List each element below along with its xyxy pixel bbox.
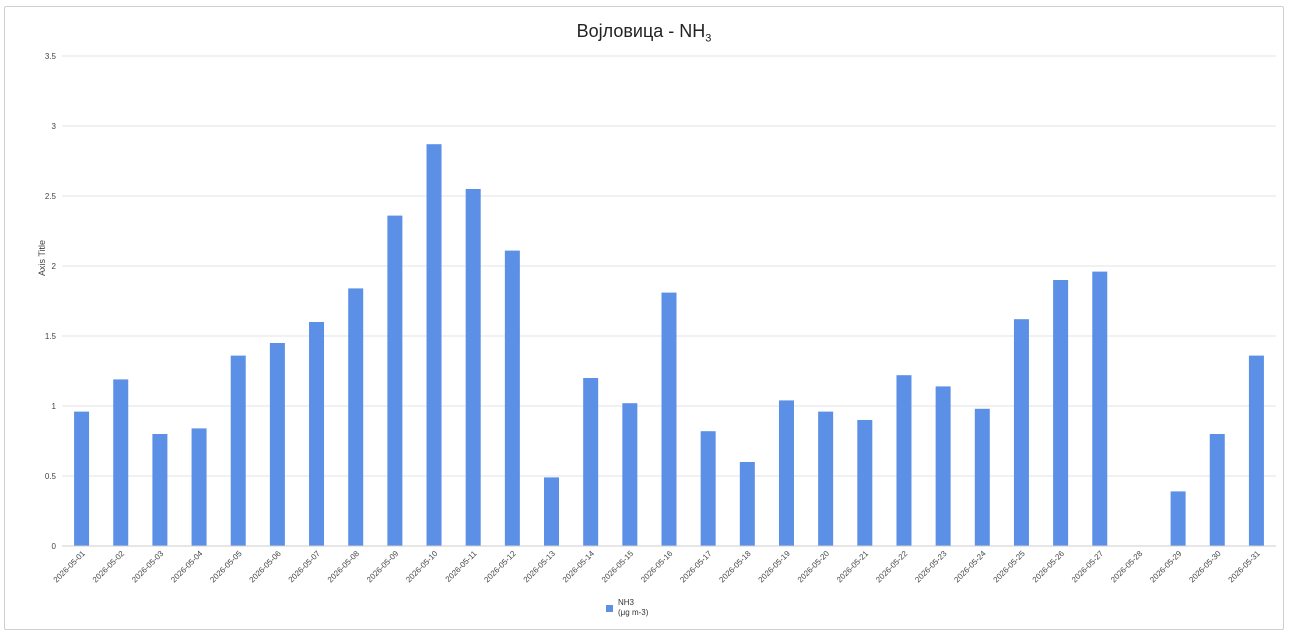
bar	[935, 386, 951, 546]
y-tick-label: 3	[52, 122, 57, 131]
bar	[778, 400, 794, 546]
x-tick-label: 2026-05-17	[678, 549, 714, 585]
x-tick-label: 2026-05-09	[365, 549, 401, 585]
y-tick-label: 2	[52, 262, 57, 271]
y-axis-ticks: 0 0.5 1 1.5 2 2.5 3 3.5	[45, 52, 57, 551]
x-tick-label: 2026-05-26	[1031, 549, 1067, 585]
chart-title-main: Војловица - NH	[576, 21, 706, 41]
x-tick-label: 2026-05-31	[1227, 549, 1263, 585]
bars	[74, 144, 1264, 546]
bar	[504, 250, 520, 546]
legend-series-name: NH3	[618, 598, 635, 607]
x-tick-label: 2026-05-10	[404, 549, 440, 585]
x-tick-label: 2026-05-01	[52, 549, 88, 585]
bar	[1053, 280, 1069, 546]
bar	[622, 403, 638, 546]
x-tick-label: 2026-05-06	[248, 549, 284, 585]
chart-title-subscript: 3	[705, 32, 712, 45]
bar	[426, 144, 442, 546]
bar	[1248, 355, 1264, 546]
bar	[387, 215, 403, 546]
y-tick-label: 0.5	[45, 472, 57, 481]
bar	[661, 292, 677, 546]
x-tick-label: 2026-05-24	[952, 549, 988, 585]
x-tick-label: 2026-05-18	[717, 549, 753, 585]
x-tick-label: 2026-05-15	[600, 549, 636, 585]
bar	[974, 408, 990, 546]
bar	[113, 379, 129, 546]
x-tick-label: 2026-05-13	[522, 549, 558, 585]
x-tick-label: 2026-05-23	[913, 549, 949, 585]
y-axis-label: Axis Title	[37, 240, 47, 276]
x-tick-label: 2026-05-22	[874, 549, 910, 585]
x-tick-label: 2026-05-04	[169, 549, 205, 585]
legend: NH3 (μg m-3)	[606, 598, 648, 618]
legend-label: NH3 (μg m-3)	[618, 598, 648, 618]
chart-frame: Војловица - NH3	[4, 6, 1284, 630]
y-tick-label: 3.5	[45, 52, 57, 61]
x-tick-label: 2026-05-29	[1148, 549, 1184, 585]
chart-title: Војловица - NH3	[5, 21, 1283, 45]
bar	[1170, 491, 1186, 546]
x-tick-label: 2026-05-16	[639, 549, 675, 585]
x-tick-label: 2026-05-21	[835, 549, 871, 585]
bar	[896, 375, 912, 546]
bar	[269, 343, 285, 546]
x-tick-label: 2026-05-30	[1187, 549, 1223, 585]
x-tick-label: 2026-05-19	[757, 549, 793, 585]
bar	[857, 420, 873, 546]
bar	[739, 462, 755, 546]
y-tick-label: 2.5	[45, 192, 57, 201]
bar	[348, 288, 364, 546]
x-tick-label: 2026-05-25	[992, 549, 1028, 585]
x-tick-label: 2026-05-11	[444, 549, 479, 584]
legend-swatch	[606, 605, 613, 612]
x-tick-label: 2026-05-12	[482, 549, 518, 585]
x-tick-label: 2026-05-14	[561, 549, 597, 585]
x-tick-label: 2026-05-02	[91, 549, 127, 585]
bar	[544, 477, 560, 546]
bar	[818, 411, 834, 546]
y-tick-label: 0	[52, 542, 57, 551]
bar	[465, 189, 481, 546]
bar	[191, 428, 207, 546]
x-tick-label: 2026-05-03	[130, 549, 166, 585]
x-tick-label: 2026-05-20	[796, 549, 832, 585]
x-tick-label: 2026-05-07	[287, 549, 323, 585]
y-tick-label: 1.5	[45, 332, 57, 341]
legend-series-unit: (μg m-3)	[618, 608, 649, 617]
bar	[1209, 434, 1225, 546]
x-axis-ticks: 2026-05-01 2026-05-02 2026-05-03 2026-05-04…	[52, 549, 1263, 585]
x-tick-label: 2026-05-28	[1109, 549, 1145, 585]
x-tick-label: 2026-05-08	[326, 549, 362, 585]
bar	[1092, 271, 1108, 546]
x-tick-label: 2026-05-05	[208, 549, 244, 585]
bar	[1013, 319, 1029, 546]
bar	[700, 431, 716, 546]
bar	[74, 411, 90, 546]
bar	[230, 355, 246, 546]
y-tick-label: 1	[52, 402, 57, 411]
bar	[152, 434, 168, 546]
x-tick-label: 2026-05-27	[1070, 549, 1106, 585]
bar	[309, 322, 325, 546]
bar	[583, 378, 599, 546]
